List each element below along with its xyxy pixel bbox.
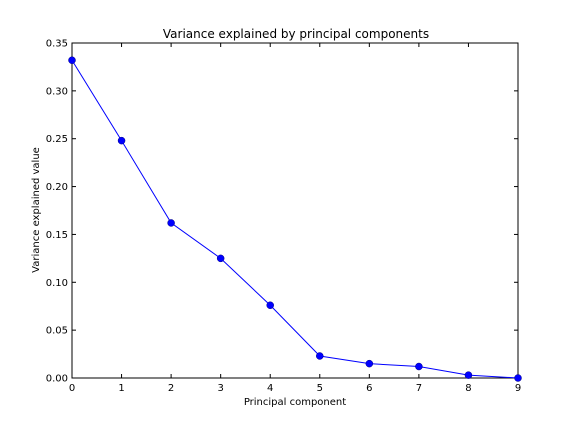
data-point bbox=[117, 136, 126, 145]
x-axis-label: Principal component bbox=[244, 397, 346, 408]
x-tick-label: 1 bbox=[118, 383, 124, 394]
x-tick-label: 3 bbox=[217, 383, 223, 394]
data-point bbox=[216, 254, 225, 263]
y-tick-label: 0.15 bbox=[46, 230, 68, 241]
data-point bbox=[464, 371, 473, 379]
x-tick-label: 2 bbox=[168, 383, 174, 394]
y-tick-label: 0.05 bbox=[46, 326, 68, 337]
chart-title: Variance explained by principal componen… bbox=[163, 27, 429, 41]
x-tick-label: 8 bbox=[465, 383, 471, 394]
plot-frame bbox=[71, 42, 519, 379]
series-line bbox=[71, 59, 519, 379]
plot-area: 0 1 2 3 4 5 6 7 8 9 0.00 0.05 0.10 0.15 0.20 0.25 0.30 0.… bbox=[46, 39, 522, 394]
data-point bbox=[68, 56, 76, 64]
data-point bbox=[514, 374, 522, 382]
y-tick-label: 0.35 bbox=[46, 39, 68, 50]
x-tick-label: 4 bbox=[267, 383, 273, 394]
x-tick-label: 6 bbox=[366, 383, 372, 394]
data-point bbox=[415, 362, 423, 371]
x-tick-label: 7 bbox=[416, 383, 422, 394]
y-tick-label: 0.00 bbox=[46, 374, 68, 385]
y-tick-label: 0.20 bbox=[46, 182, 68, 193]
y-tick-label: 0.25 bbox=[46, 134, 68, 145]
data-point bbox=[167, 219, 175, 227]
y-axis-label: Variance explained value bbox=[31, 147, 42, 273]
data-point bbox=[365, 359, 374, 368]
data-point bbox=[266, 301, 274, 310]
data-point bbox=[316, 352, 324, 360]
x-tick-label: 0 bbox=[69, 383, 75, 394]
x-tick-label: 5 bbox=[317, 383, 323, 394]
x-tick-label: 9 bbox=[515, 383, 521, 394]
y-tick-label: 0.30 bbox=[46, 86, 68, 97]
y-tick-label: 0.10 bbox=[46, 278, 68, 289]
